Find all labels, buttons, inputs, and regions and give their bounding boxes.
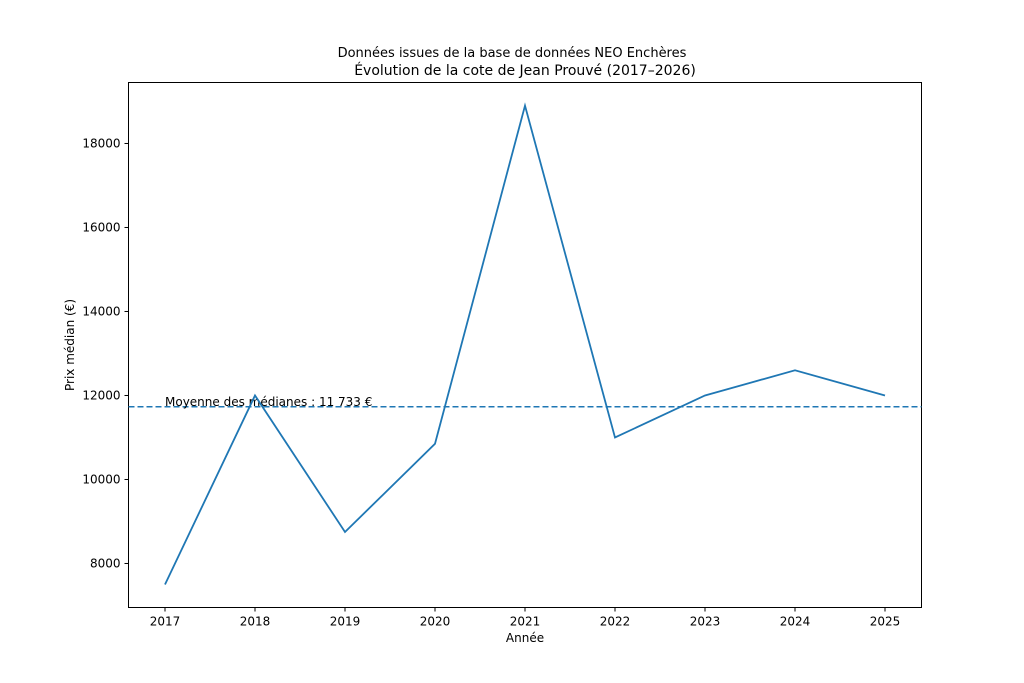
mean-annotation: Moyenne des médianes : 11 733 € bbox=[165, 395, 372, 409]
y-axis-label: Prix médian (€) bbox=[63, 299, 77, 391]
x-tick-label: 2023 bbox=[690, 615, 721, 629]
x-tick-label: 2022 bbox=[600, 615, 631, 629]
x-tick-label: 2021 bbox=[510, 615, 541, 629]
y-tick-label: 8000 bbox=[90, 556, 121, 570]
chart-subtitle: Évolution de la cote de Jean Prouvé (201… bbox=[354, 62, 696, 79]
y-tick-label: 18000 bbox=[82, 136, 120, 150]
x-tick-label: 2025 bbox=[870, 615, 901, 629]
y-tick-label: 16000 bbox=[82, 220, 120, 234]
x-tick-label: 2018 bbox=[240, 615, 271, 629]
axes-frame bbox=[128, 82, 922, 608]
series-line-median-price bbox=[164, 102, 886, 585]
y-tick-label: 10000 bbox=[82, 472, 120, 486]
chart-title: Données issues de la base de données NEO… bbox=[338, 46, 687, 61]
x-axis-ticks: 2017 2018 2019 2020 2021 2022 2023 2024 2025 bbox=[150, 607, 901, 629]
x-tick-label: 2020 bbox=[420, 615, 451, 629]
x-tick-label: 2024 bbox=[780, 615, 811, 629]
x-tick-label: 2017 bbox=[150, 615, 181, 629]
y-tick-label: 14000 bbox=[82, 304, 120, 318]
x-axis-label: Année bbox=[506, 631, 544, 645]
y-tick-label: 12000 bbox=[82, 388, 120, 402]
x-tick-label: 2019 bbox=[330, 615, 361, 629]
y-axis-ticks: 8000 10000 12000 14000 16000 18000 bbox=[82, 136, 129, 570]
